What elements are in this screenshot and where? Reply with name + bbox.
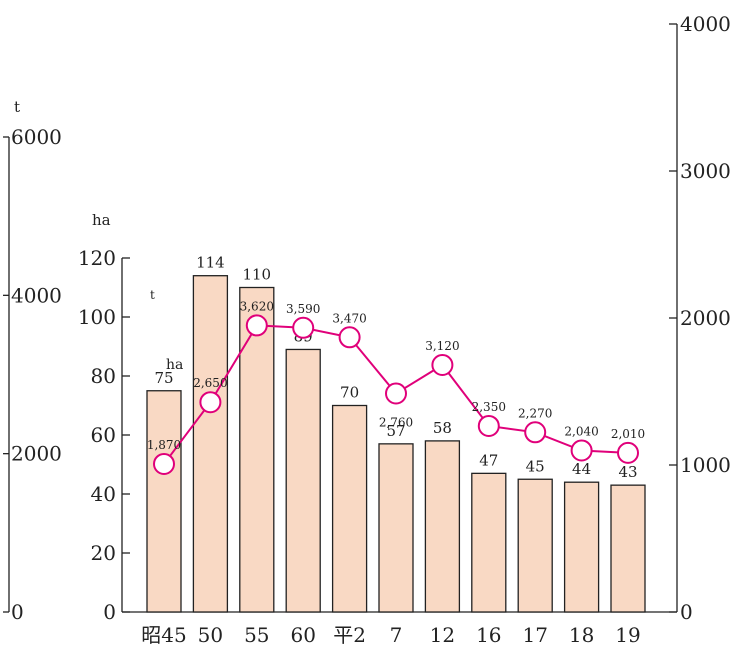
line-value-label: 2,040	[564, 425, 598, 439]
line-series	[153, 314, 639, 475]
line-point-marker	[524, 421, 547, 444]
bar	[239, 286, 275, 613]
line-point-marker	[570, 439, 593, 462]
bar-value-label: 45	[526, 457, 545, 475]
line-point-marker	[153, 452, 175, 475]
line-value-label: 3,120	[425, 339, 459, 353]
left-inner-tick-label: 0	[103, 600, 116, 624]
left-outer-tick-label: 4000	[11, 283, 62, 307]
line-point-marker	[338, 326, 361, 349]
bar	[285, 348, 321, 613]
left-inner-tick-label: 40	[91, 482, 116, 506]
left-inner-tick-label: 120	[78, 246, 116, 270]
line-point-marker	[617, 441, 639, 464]
left-inner-tick-label: 60	[91, 423, 116, 447]
bar-value-label: 58	[433, 419, 452, 437]
bar-value-label: 44	[572, 460, 591, 478]
category-label: 昭45	[141, 623, 186, 647]
bar-value-label: 43	[618, 463, 637, 481]
bar	[471, 472, 507, 613]
bar-value-label: 110	[242, 266, 271, 284]
bar	[517, 478, 553, 613]
line-value-label: 2,760	[379, 416, 413, 430]
line-point-marker	[292, 316, 315, 339]
category-label: 12	[430, 623, 455, 647]
bar-value-label: 114	[196, 254, 225, 272]
line-value-label: 2,650	[193, 376, 227, 390]
bar	[192, 275, 229, 613]
bar-value-label: 47	[479, 451, 498, 469]
left-inner-axis-ticks: 0 20 40 60 80 100 120	[78, 246, 130, 624]
category-labels: 昭45 50 55 60 平2 7 12 16 17 18 19	[141, 623, 640, 647]
bar	[331, 404, 368, 613]
line-value-label: 3,590	[286, 302, 320, 316]
left-inner-tick-label: 80	[91, 364, 116, 388]
line-point-marker	[431, 354, 454, 376]
left-outer-unit-label: t	[14, 98, 20, 116]
category-label: 16	[476, 623, 501, 647]
line-value-labels: 1,870 2,650 3,620 3,590 3,470 2,760 3,120 2,350…	[147, 299, 645, 452]
line-point-marker	[199, 391, 222, 414]
bar	[610, 484, 646, 613]
bar	[563, 481, 600, 613]
category-label: 平2	[333, 623, 366, 647]
category-label: 19	[615, 623, 640, 647]
left-outer-tick-label: 6000	[11, 125, 62, 149]
right-tick-label: 1000	[680, 453, 731, 477]
line-point-marker	[245, 314, 268, 337]
line-value-label: 3,470	[332, 311, 366, 325]
category-label: 18	[569, 623, 594, 647]
line-point-marker	[477, 414, 500, 437]
bar	[146, 390, 182, 613]
left-inner-tick-label: 20	[91, 541, 116, 565]
category-label: 50	[198, 623, 223, 647]
line-value-label: 1,870	[147, 438, 181, 452]
bar	[424, 440, 461, 613]
bar	[378, 443, 414, 613]
bar-value-label: 75	[154, 369, 173, 387]
category-label: 55	[244, 623, 269, 647]
left-outer-tick-label: 0	[11, 600, 24, 624]
line-value-label: 2,350	[472, 400, 506, 414]
category-label: 17	[522, 623, 547, 647]
line-point-marker	[385, 382, 407, 405]
line-value-label: 2,270	[518, 406, 552, 420]
right-tick-label: 0	[680, 600, 693, 624]
right-axis-ticks: 0 1000 2000 3000 4000	[669, 12, 731, 624]
bar-series	[146, 275, 646, 613]
line-value-label: 2,010	[611, 427, 645, 441]
right-tick-label: 2000	[680, 306, 731, 330]
right-tick-label: 4000	[680, 12, 731, 36]
category-label: 60	[290, 623, 315, 647]
left-outer-axis-ticks: 0 2000 4000 6000	[3, 125, 62, 624]
first-point-line-unit: t	[150, 288, 155, 302]
first-point-bar-unit: ha	[166, 357, 183, 373]
bar-value-label: 70	[340, 384, 359, 402]
category-label: 7	[390, 623, 403, 647]
right-tick-label: 3000	[680, 159, 731, 183]
left-outer-tick-label: 2000	[11, 442, 62, 466]
left-inner-tick-label: 100	[78, 305, 116, 329]
line-value-label: 3,620	[240, 299, 274, 313]
bar-value-label: 57	[386, 422, 405, 440]
left-inner-unit-label: ha	[92, 211, 111, 229]
